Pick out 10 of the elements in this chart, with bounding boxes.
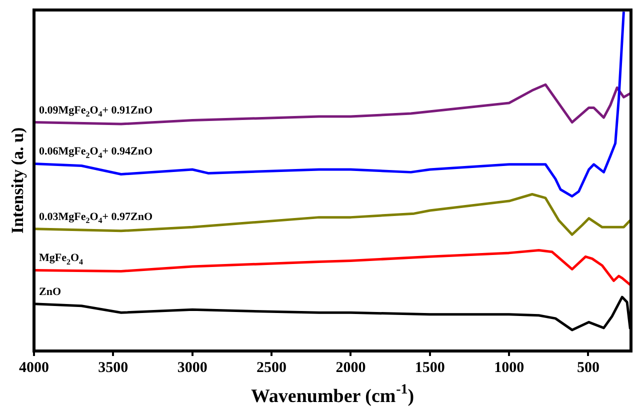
x-tick-label: 2500 [256, 360, 287, 376]
x-tick-label: 1500 [414, 360, 445, 376]
x-tick-label: 3500 [98, 360, 128, 376]
series-label: ZnO [39, 286, 62, 298]
x-tick-label: 1000 [494, 360, 524, 376]
x-tick-label: 4000 [19, 360, 49, 376]
x-tick-label: 500 [576, 360, 600, 376]
y-axis-title: Intensity (a. u) [8, 127, 27, 234]
x-tick-label: 3000 [177, 360, 208, 376]
x-tick-label: 2000 [336, 360, 366, 376]
